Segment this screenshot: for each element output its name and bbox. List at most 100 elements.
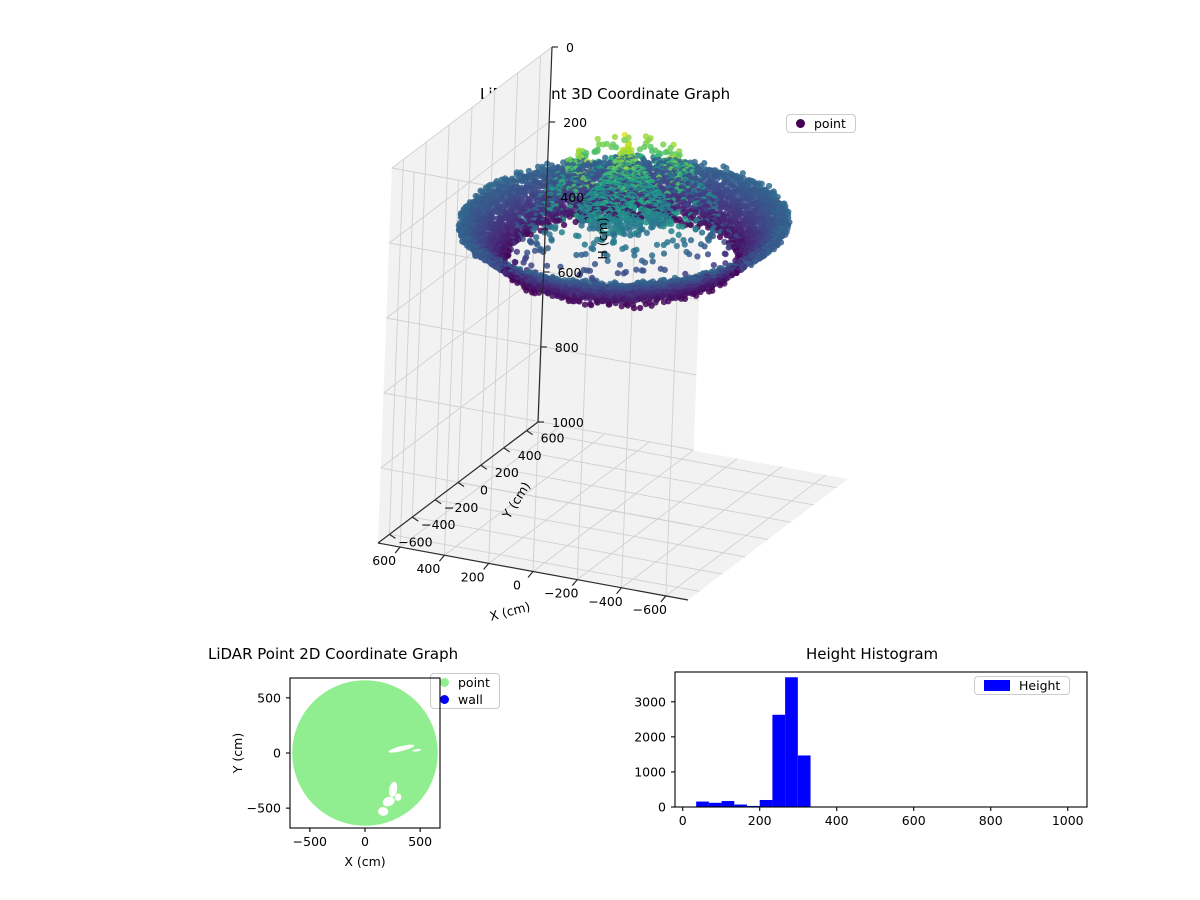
point-cloud-dot bbox=[591, 148, 598, 155]
point-cloud-dot bbox=[578, 222, 585, 229]
point-cloud-dot bbox=[581, 162, 588, 169]
grid-y-floor bbox=[389, 533, 700, 592]
point-cloud-dot bbox=[561, 221, 568, 228]
point-cloud-dot bbox=[613, 144, 620, 151]
point-cloud-dot bbox=[643, 229, 651, 236]
point-cloud-dot bbox=[660, 241, 667, 249]
point-cloud-dot bbox=[527, 231, 534, 238]
plot3d-legend: point bbox=[786, 114, 856, 133]
point-cloud-dot bbox=[621, 137, 628, 144]
point-cloud-dot bbox=[694, 253, 701, 260]
grid-y-wall bbox=[388, 159, 404, 535]
grid-y-wall bbox=[503, 72, 519, 448]
point-cloud-dot bbox=[544, 262, 551, 269]
point-cloud-dot bbox=[566, 213, 573, 220]
point-cloud-dot bbox=[586, 267, 594, 274]
point-cloud-dot bbox=[748, 261, 755, 269]
legend-item-point[interactable]: point bbox=[787, 115, 855, 132]
point-cloud-dot bbox=[669, 237, 676, 244]
legend-label: point bbox=[814, 116, 846, 131]
grid-y-wall bbox=[411, 142, 427, 518]
point-cloud-dot bbox=[621, 231, 628, 238]
point-cloud-dot bbox=[614, 270, 621, 277]
point-cloud-dot bbox=[528, 239, 535, 246]
grid-y-wall bbox=[480, 90, 496, 466]
grid-z-backy bbox=[380, 346, 542, 469]
point-cloud-dot bbox=[649, 258, 656, 265]
point-cloud-dot bbox=[591, 261, 599, 268]
grid-x-wall bbox=[443, 180, 459, 556]
grid-x-wall bbox=[399, 172, 415, 548]
point-cloud-dot bbox=[701, 243, 708, 250]
point-cloud-dot bbox=[573, 251, 580, 259]
point-cloud-dot bbox=[704, 251, 712, 258]
point-cloud-dot bbox=[668, 228, 675, 235]
point-cloud-dot bbox=[616, 261, 624, 268]
point-cloud-dot bbox=[649, 148, 656, 155]
point-cloud-dot bbox=[687, 237, 695, 244]
point-cloud-dot bbox=[631, 252, 638, 259]
point-cloud-dot bbox=[649, 252, 656, 259]
point-cloud-dot bbox=[723, 164, 730, 172]
point-cloud-dot bbox=[766, 182, 773, 190]
point-cloud-dot bbox=[586, 225, 593, 232]
grid-x-wall bbox=[621, 212, 637, 588]
point-cloud-dot bbox=[627, 232, 634, 239]
point-cloud-dot bbox=[662, 149, 670, 156]
point-cloud-dot bbox=[594, 135, 601, 143]
point-cloud-dot bbox=[660, 141, 667, 148]
point-cloud-dot bbox=[681, 241, 688, 248]
point-cloud-dot bbox=[554, 217, 561, 224]
point-cloud-dot bbox=[548, 237, 555, 244]
point-cloud-dot bbox=[710, 262, 717, 269]
grid-y-wall bbox=[434, 124, 450, 500]
point-cloud-dot bbox=[551, 225, 559, 232]
point-cloud-dot bbox=[699, 229, 706, 236]
point-cloud-dot bbox=[633, 266, 640, 273]
point-cloud-dot bbox=[611, 133, 619, 141]
point-cloud-dot bbox=[692, 226, 699, 233]
grid-y-floor bbox=[412, 516, 723, 575]
point-cloud-dot bbox=[533, 234, 540, 241]
grid-x-wall bbox=[576, 204, 592, 580]
grid-y-floor bbox=[435, 499, 746, 558]
point-cloud-dot bbox=[572, 218, 579, 226]
grid-y-floor bbox=[503, 447, 814, 506]
point-cloud-dot bbox=[722, 251, 729, 258]
point-cloud-dot bbox=[661, 266, 668, 273]
point-cloud-dot bbox=[636, 146, 644, 153]
grid-z-backx bbox=[380, 467, 691, 526]
point-cloud-dot bbox=[581, 241, 588, 248]
point-cloud-dot bbox=[640, 267, 647, 274]
point-cloud-dot bbox=[608, 144, 615, 151]
point-cloud-dot bbox=[514, 279, 521, 286]
point-cloud-dot bbox=[714, 175, 721, 183]
point-cloud-dot bbox=[668, 220, 675, 227]
plot3d-axes: −600−400−2000200400600−600−400−200020040… bbox=[372, 40, 848, 624]
point-cloud-dot bbox=[626, 226, 633, 234]
grid-z-backy bbox=[388, 121, 550, 244]
point-cloud-dot bbox=[653, 241, 661, 248]
point-cloud-dot bbox=[535, 163, 542, 170]
point-cloud-dot bbox=[575, 233, 582, 240]
point-cloud-dot bbox=[600, 141, 607, 148]
point-cloud-dot bbox=[609, 239, 616, 246]
plot3d-point-cloud bbox=[455, 131, 793, 312]
point-cloud-dot bbox=[520, 259, 527, 266]
point-cloud-dot bbox=[490, 182, 497, 189]
point-cloud-dot bbox=[675, 231, 682, 238]
point-cloud-dot bbox=[620, 270, 627, 277]
point-cloud-dot bbox=[641, 259, 649, 266]
grid-z-backy bbox=[391, 46, 553, 169]
point-cloud-dot bbox=[558, 229, 566, 236]
point-cloud-dot bbox=[540, 248, 547, 256]
point-cloud-dot bbox=[648, 224, 655, 231]
point-cloud-dot bbox=[513, 248, 521, 255]
point-cloud-dot bbox=[531, 247, 539, 254]
point-cloud-dot bbox=[660, 250, 668, 257]
point-cloud-dot bbox=[705, 237, 712, 244]
point-marker-icon bbox=[796, 119, 805, 128]
point-cloud-dot bbox=[619, 245, 626, 252]
grid-y-floor bbox=[526, 430, 837, 489]
